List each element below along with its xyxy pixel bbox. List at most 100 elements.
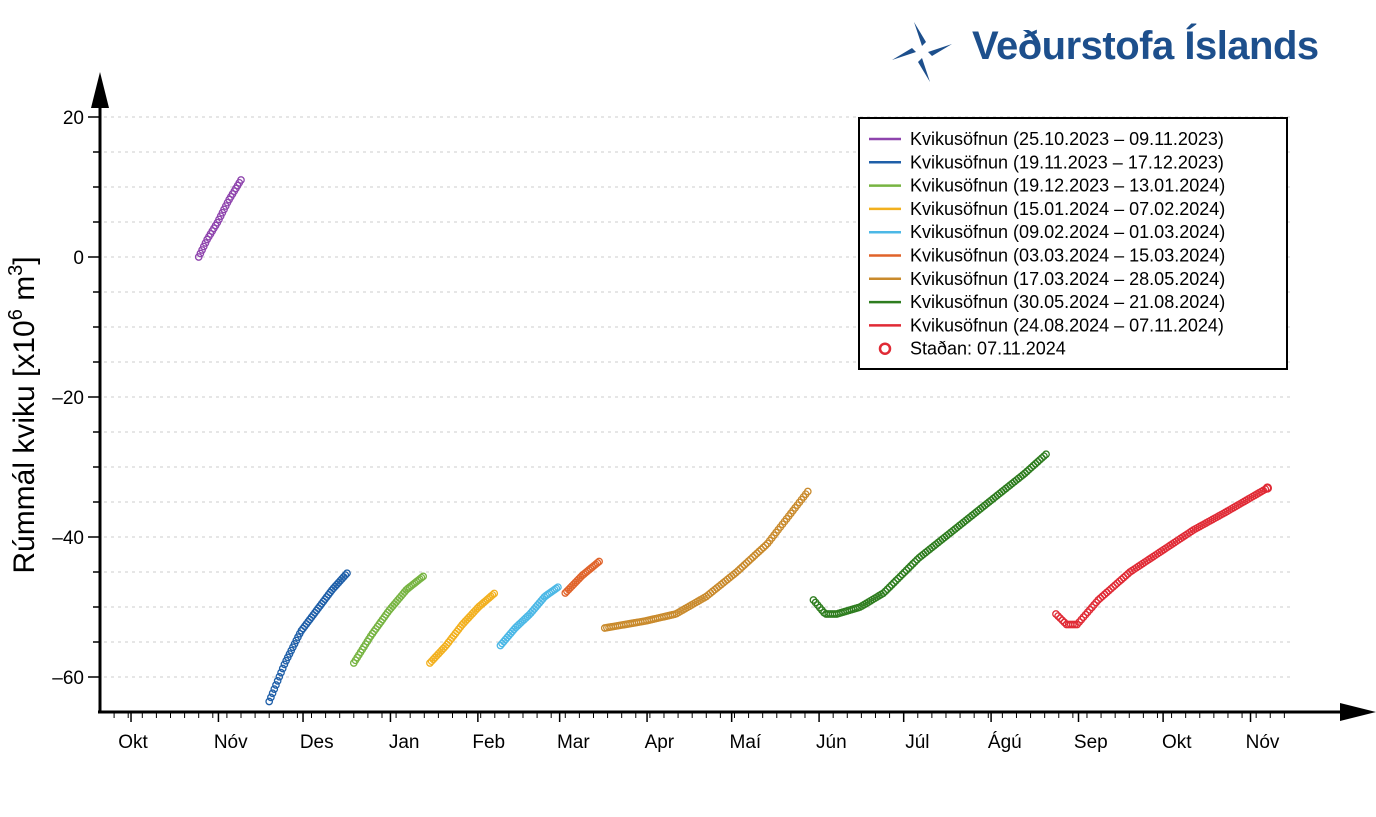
data-point: [1056, 614, 1065, 623]
data-point: [759, 543, 768, 552]
data-point: [889, 579, 898, 587]
data-point: [1113, 579, 1122, 588]
data-point: [1023, 467, 1031, 476]
data-point: [908, 560, 917, 568]
data-point: [885, 583, 894, 591]
data-point: [1117, 575, 1126, 584]
legend-label: Kvikusöfnun (17.03.2024 – 28.05.2024): [910, 269, 1225, 289]
y-tick-label: –60: [52, 668, 84, 689]
data-point: [1040, 452, 1048, 461]
data-point: [1107, 584, 1115, 593]
data-point: [732, 568, 740, 577]
data-point: [237, 176, 245, 184]
data-point: [1119, 573, 1128, 582]
x-ticks: Okt Nóv Des Jan Feb Mar Apr Maí Jún Júl Ágú Sep Okt N…: [113, 712, 1285, 753]
x-tick-label: Mar: [557, 732, 590, 753]
legend: Kvikusöfnun (25.10.2023 – 09.11.2023) Kvi…: [858, 117, 1288, 370]
data-point: [738, 563, 747, 571]
y-tick-label: 20: [63, 108, 84, 129]
data-point: [883, 585, 892, 594]
x-tick-label: Maí: [730, 732, 762, 753]
data-point: [275, 672, 284, 681]
data-point: [753, 549, 761, 558]
data-point: [1109, 583, 1117, 591]
data-point: [736, 565, 744, 573]
data-point: [906, 562, 915, 570]
series-4: [426, 589, 499, 667]
axes: [91, 72, 1376, 721]
data-point: [902, 566, 911, 575]
series-layer: [194, 176, 1273, 706]
y-axis-arrow-icon: [91, 72, 109, 108]
legend-label: Kvikusöfnun (30.05.2024 – 21.08.2024): [910, 292, 1225, 312]
data-point: [1094, 596, 1103, 604]
series-9: [1052, 484, 1272, 629]
series-3: [349, 572, 428, 667]
legend-label: Kvikusöfnun (25.10.2023 – 09.11.2023): [910, 129, 1224, 149]
y-tick-label: –40: [52, 528, 84, 549]
legend-box: [858, 117, 1288, 370]
data-point: [490, 589, 499, 598]
data-point: [894, 574, 902, 583]
legend-label: Kvikusöfnun (09.02.2024 – 01.03.2024): [910, 222, 1225, 242]
legend-label: Kvikusöfnun (15.01.2024 – 07.02.2024): [910, 199, 1225, 219]
x-tick-label: Okt: [1162, 732, 1192, 753]
data-point: [277, 668, 285, 677]
data-point: [272, 681, 280, 689]
data-point: [554, 583, 562, 592]
legend-label: Kvikusöfnun (03.03.2024 – 15.03.2024): [910, 246, 1225, 266]
data-point: [552, 584, 561, 593]
x-tick-label: Sep: [1074, 732, 1108, 753]
vedurstofa-logo-icon: [892, 22, 952, 82]
data-point: [419, 572, 428, 581]
series-1: [194, 176, 245, 261]
legend-label: Kvikusöfnun (19.11.2023 – 17.12.2023): [910, 152, 1224, 172]
y-ticks: 20 0 –20 –40 –60: [52, 108, 100, 689]
x-tick-label: Apr: [645, 732, 675, 753]
data-point: [1037, 454, 1046, 462]
y-tick-label: 0: [73, 248, 84, 269]
data-point: [1027, 463, 1036, 472]
data-point: [887, 581, 896, 589]
x-tick-label: Jún: [816, 732, 847, 753]
data-point: [913, 555, 921, 564]
data-point: [744, 557, 753, 565]
data-point: [1052, 610, 1060, 618]
data-point: [1098, 592, 1107, 601]
data-point: [268, 689, 277, 698]
x-tick-label: Júl: [905, 732, 929, 753]
data-point: [751, 551, 759, 560]
data-point: [265, 697, 274, 706]
data-point: [1100, 590, 1109, 599]
data-point: [1054, 612, 1062, 620]
data-point: [1096, 594, 1105, 602]
series-2: [265, 569, 351, 706]
data-point: [734, 566, 742, 575]
series-7: [600, 487, 812, 632]
data-point: [280, 660, 289, 669]
data-point: [911, 557, 919, 566]
legend-current-marker: [878, 342, 892, 355]
legend-current-label: Staðan: 07.11.2024: [910, 339, 1066, 359]
x-tick-label: Des: [300, 732, 334, 753]
data-point: [267, 693, 275, 702]
x-tick-label: Nóv: [1246, 732, 1280, 753]
data-point: [1042, 450, 1050, 459]
data-point: [1033, 458, 1042, 466]
x-tick-label: Nóv: [214, 732, 248, 753]
data-point: [900, 568, 909, 577]
x-tick-label: Ágú: [988, 732, 1022, 753]
data-point: [1035, 456, 1044, 464]
data-point: [1115, 577, 1124, 586]
data-point: [748, 553, 757, 562]
data-point: [1121, 571, 1130, 580]
data-point: [746, 555, 755, 564]
data-point: [803, 487, 812, 496]
data-point: [881, 587, 890, 596]
series-6: [561, 557, 603, 597]
x-tick-label: Okt: [118, 732, 148, 753]
data-point: [270, 685, 279, 693]
data-point: [896, 572, 904, 581]
data-point: [1029, 461, 1038, 470]
